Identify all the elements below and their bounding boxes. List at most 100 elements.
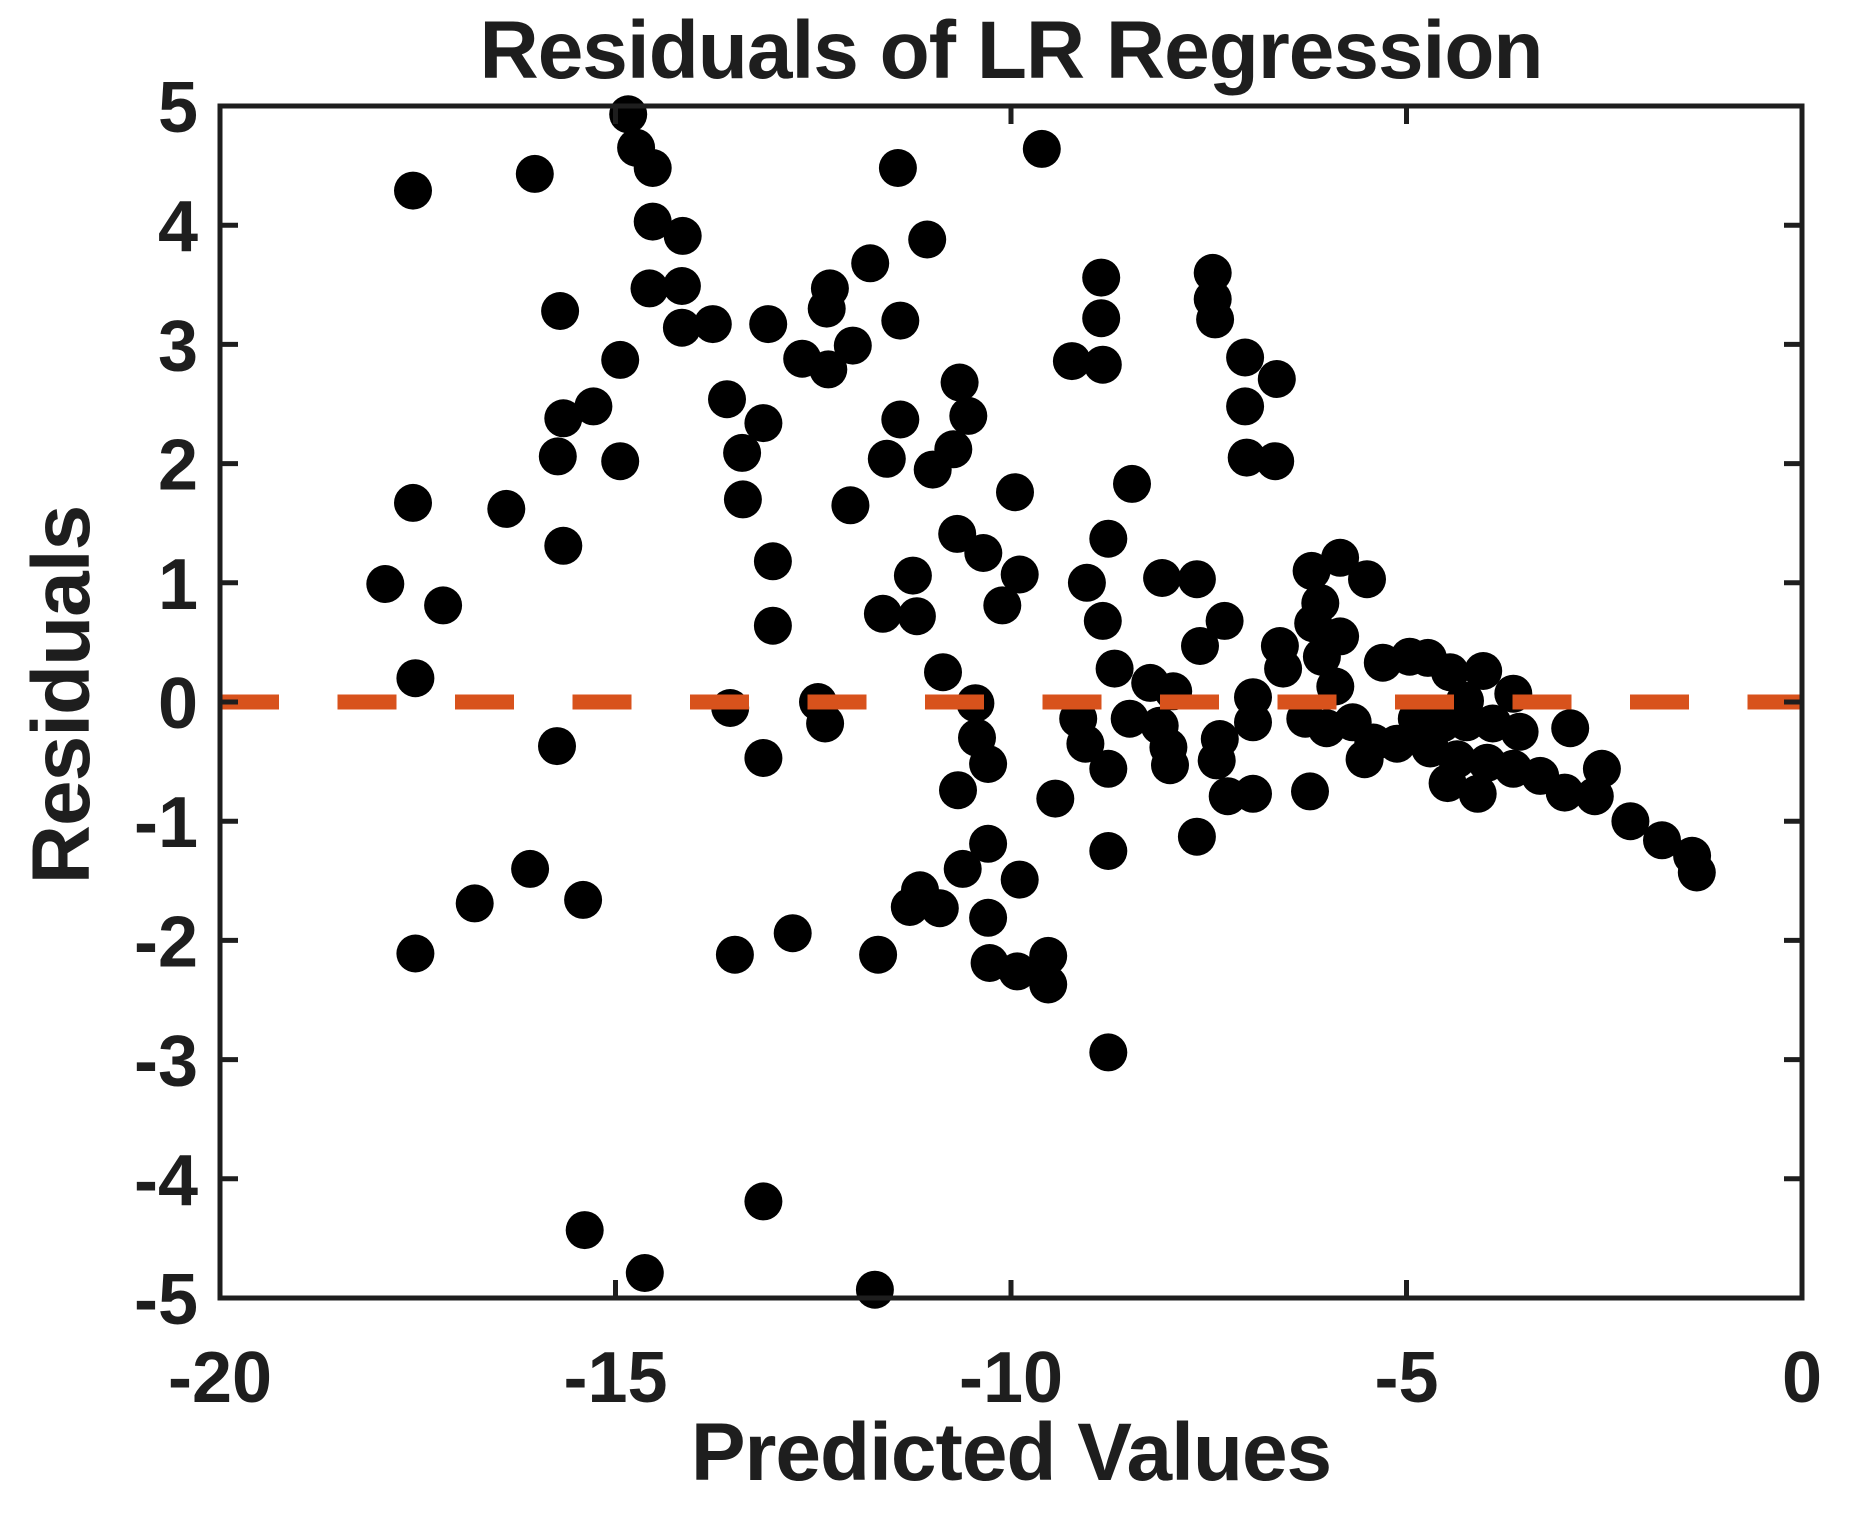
- scatter-point: [881, 400, 920, 439]
- scatter-point: [574, 387, 613, 426]
- scatter-point: [541, 292, 580, 330]
- scatter-point: [881, 301, 920, 340]
- scatter-point: [601, 340, 640, 379]
- x-axis-label: Predicted Values: [690, 1407, 1332, 1498]
- scatter-point: [855, 1270, 894, 1309]
- scatter-point: [890, 888, 929, 926]
- scatter-point: [744, 1182, 783, 1221]
- scatter-point: [924, 653, 962, 692]
- scatter-point: [998, 952, 1037, 991]
- scatter-point: [1082, 299, 1121, 338]
- scatter-point: [723, 433, 762, 472]
- scatter-point: [1234, 703, 1272, 742]
- y-axis-label: Residuals: [16, 505, 107, 885]
- scatter-point: [1089, 749, 1128, 788]
- scatter-point: [601, 442, 640, 481]
- scatter-point: [1226, 387, 1265, 426]
- y-tick-label: 1: [158, 545, 198, 625]
- x-tick-label: -10: [959, 1338, 1063, 1418]
- scatter-point: [744, 739, 783, 777]
- scatter-point: [1431, 653, 1469, 692]
- scatter-point: [693, 305, 732, 344]
- scatter-point: [969, 824, 1008, 863]
- x-tick-label: -20: [168, 1338, 272, 1418]
- scatter-point: [940, 363, 979, 402]
- scatter-point: [1205, 601, 1244, 640]
- scatter-point: [455, 884, 494, 923]
- x-tick-label: -5: [1374, 1338, 1438, 1418]
- scatter-point: [1052, 342, 1091, 381]
- scatter-point: [544, 399, 583, 438]
- scatter-point: [1500, 712, 1539, 751]
- scatter-point: [1193, 253, 1232, 292]
- x-tick-label: -15: [563, 1338, 667, 1418]
- scatter-point: [1083, 601, 1122, 640]
- scatter-point: [1345, 740, 1384, 779]
- scatter-point: [753, 606, 792, 645]
- scatter-point: [625, 1254, 664, 1292]
- y-tick-label: -4: [134, 1141, 198, 1221]
- scatter-point: [1177, 560, 1216, 599]
- scatter-point: [1291, 772, 1329, 811]
- scatter-point: [1036, 779, 1075, 818]
- scatter-point: [1066, 724, 1105, 763]
- scatter-point: [662, 267, 701, 305]
- scatter-point: [806, 704, 845, 743]
- y-tick-label: -2: [134, 902, 198, 982]
- scatter-point: [908, 220, 947, 259]
- scatter-point: [1428, 764, 1467, 803]
- scatter-point: [1234, 774, 1272, 813]
- scatter-point: [565, 1211, 604, 1250]
- scatter-point: [1677, 853, 1716, 892]
- scatter-point: [1611, 802, 1650, 841]
- scatter-point: [1029, 965, 1068, 1004]
- scatter-point: [564, 880, 603, 919]
- scatter-point: [715, 935, 754, 974]
- scatter-point: [1082, 258, 1121, 297]
- scatter-point: [1226, 338, 1265, 377]
- y-tick-label: -1: [134, 783, 198, 863]
- scatter-point: [1575, 777, 1614, 816]
- scatter-point: [809, 350, 848, 389]
- scatter-point: [515, 154, 554, 193]
- y-tick-label: 5: [158, 68, 198, 148]
- scatter-point: [863, 594, 902, 633]
- scatter-point: [913, 450, 952, 489]
- scatter-point: [366, 565, 405, 603]
- scatter-point: [1197, 741, 1236, 780]
- y-tick-label: 2: [158, 426, 198, 506]
- scatter-point: [1643, 821, 1681, 860]
- scatter-point: [964, 534, 1003, 572]
- scatter-point: [1113, 464, 1151, 503]
- scatter-point: [1256, 442, 1295, 481]
- scatter-point: [1292, 551, 1331, 590]
- scatter-point: [996, 473, 1034, 512]
- scatter-point: [544, 526, 583, 565]
- scatter-point: [939, 771, 977, 810]
- scatter-point: [487, 489, 526, 528]
- scatter-point: [749, 305, 788, 344]
- y-tick-label: 4: [158, 187, 198, 267]
- scatter-point: [773, 914, 812, 953]
- scatter-point: [1089, 832, 1128, 870]
- scatter-point: [867, 439, 906, 478]
- y-tick-label: -5: [134, 1260, 198, 1340]
- scatter-point: [949, 396, 988, 435]
- scatter-point: [1264, 649, 1303, 688]
- scatter-point: [831, 486, 870, 525]
- scatter-point: [394, 171, 432, 210]
- scatter-point: [1000, 555, 1039, 594]
- x-tick-label: 0: [1782, 1338, 1822, 1418]
- scatter-point: [1000, 860, 1039, 899]
- scatter-point: [1348, 560, 1386, 599]
- scatter-point: [1196, 300, 1235, 339]
- scatter-point: [859, 935, 898, 974]
- scatter-point: [1181, 627, 1219, 665]
- scatter-point: [851, 244, 890, 283]
- scatter-point: [538, 437, 577, 476]
- scatter-point: [1551, 709, 1590, 748]
- scatter-point: [1089, 519, 1128, 558]
- scatter-point: [744, 404, 783, 443]
- scatter-point: [1257, 360, 1296, 398]
